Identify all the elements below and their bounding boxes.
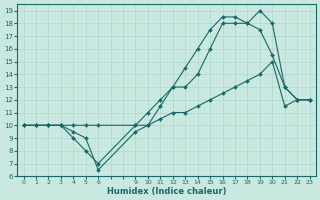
X-axis label: Humidex (Indice chaleur): Humidex (Indice chaleur) <box>107 187 226 196</box>
